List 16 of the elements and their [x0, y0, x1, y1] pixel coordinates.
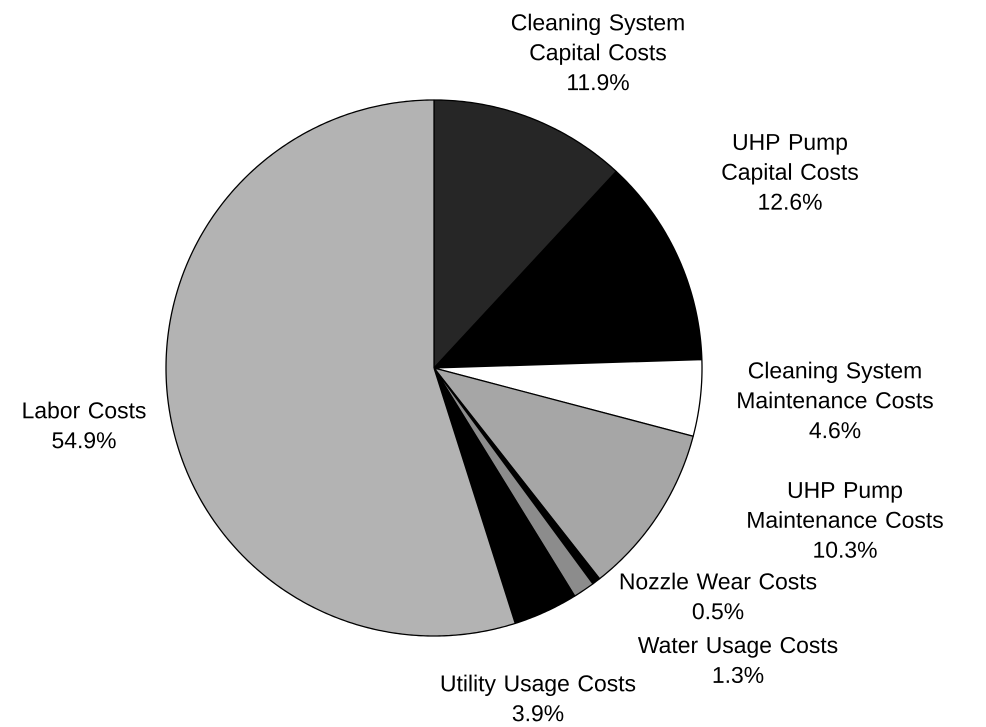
slice-label: Utility Usage Costs [442, 674, 636, 696]
data-label: 10.3% [814, 542, 877, 558]
data-label: 4.6% [809, 422, 860, 438]
slice-label: Water Usage Costs [638, 636, 838, 658]
slice-label: Cleaning System Maintenance Costs [738, 362, 933, 408]
data-label: 0.5% [692, 603, 744, 620]
data-label: 3.9% [512, 705, 564, 722]
slice-label: Labor Costs [23, 402, 146, 418]
slice-label: Nozzle Wear Costs [620, 572, 816, 590]
data-label: 1.3% [714, 666, 764, 684]
slice-label: Cleaning System Capital Costs [512, 14, 684, 65]
data-label: 12.6% [759, 194, 822, 210]
slice-label: UHP Pump Maintenance Costs [748, 482, 943, 528]
data-label: 11.9% [568, 74, 629, 90]
slice-label: UHP Pump Capital Costs [722, 134, 858, 185]
data-label: 54.9% [52, 432, 116, 448]
